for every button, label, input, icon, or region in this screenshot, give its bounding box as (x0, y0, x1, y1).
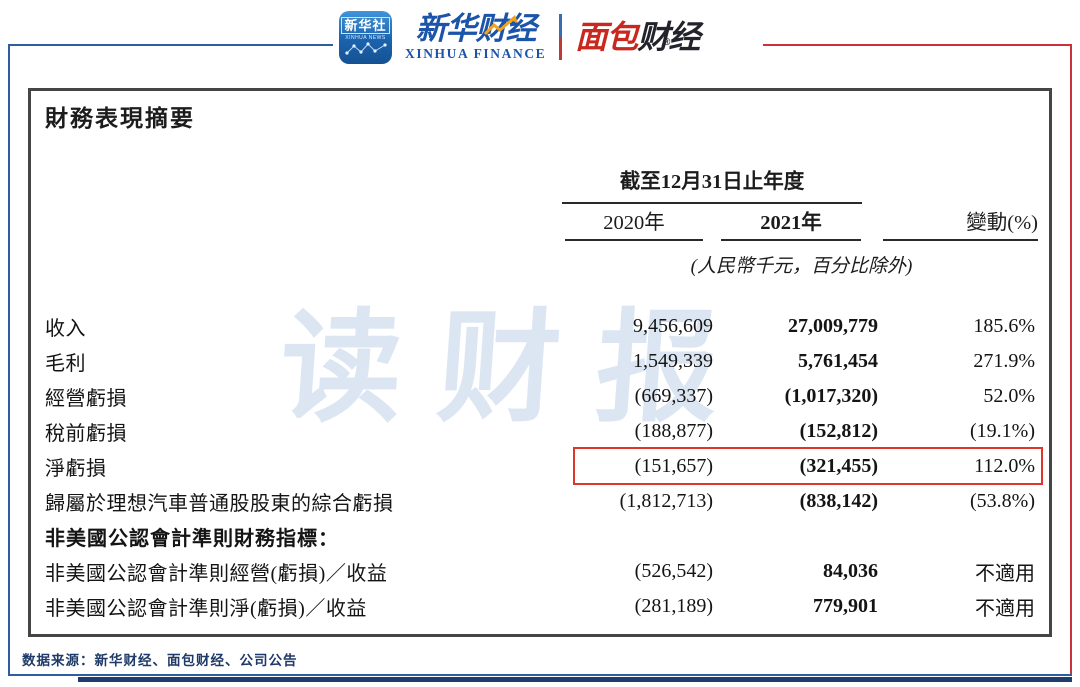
table-row: 稅前虧損 (188,877) (152,812) (19.1%) (45, 414, 1035, 449)
value-change: 112.0% (974, 455, 1035, 477)
panel-title: 財務表現摘要 (45, 105, 195, 131)
table-row: 收入 9,456,609 27,009,779 185.6% (45, 309, 1035, 344)
logo-separator (559, 14, 563, 60)
column-header-2020: 2020年 (565, 209, 703, 241)
row-label: 稅前虧損 (45, 423, 127, 445)
value-2021: (321,455) (799, 455, 878, 477)
value-2020: (526,542) (634, 560, 713, 582)
row-label: 收入 (45, 318, 86, 340)
registered-mark-icon: ® (662, 37, 670, 48)
value-change: (53.8%) (970, 490, 1035, 512)
value-2021: (152,812) (799, 420, 878, 442)
table-row: 毛利 1,549,339 5,761,454 271.9% (45, 344, 1035, 379)
column-header-2021: 2021年 (721, 209, 861, 241)
xinhua-news-app-sublabel: XINHUA NEWS (345, 35, 386, 41)
net-loss-highlight-box (573, 447, 1043, 485)
table-row: 經營虧損 (669,337) (1,017,320) 52.0% (45, 379, 1035, 414)
mianbao-logo-dark-part: 财经 (637, 19, 700, 55)
table-row: 非美國公認會計準則經營(虧損)／收益 (526,542) 84,036 不適用 (45, 554, 1035, 589)
column-header-change: 變動(%) (883, 209, 1038, 241)
table-rows: 收入 9,456,609 27,009,779 185.6% 毛利 1,549,… (45, 309, 1035, 624)
frame-left-line (8, 44, 10, 676)
value-2020: (1,812,713) (619, 490, 713, 512)
value-change: 271.9% (973, 350, 1035, 372)
mianbao-finance-logo: 面包财经 ® (575, 7, 700, 67)
value-change: 不適用 (975, 563, 1035, 585)
value-2021: 84,036 (823, 560, 878, 582)
row-label: 經營虧損 (45, 388, 127, 410)
xinhua-finance-en: XINHUA FINANCE (405, 45, 547, 61)
header-logo-strip: 新华社 XINHUA NEWS 新华财经 XINHUA FINANCE 面包财经… (333, 2, 763, 72)
unit-note: (人民幣千元，百分比除外) (690, 256, 913, 277)
data-source-note: 数据来源：新华财经、面包财经、公司公告 (22, 653, 298, 668)
xinhua-finance-logo: 新华财经 XINHUA FINANCE (405, 10, 547, 62)
mianbao-logo-red-part: 面包 (575, 19, 638, 55)
table-section-row: 非美國公認會計準則財務指標： (45, 519, 1035, 554)
table-row: 非美國公認會計準則淨(虧損)／收益 (281,189) 779,901 不適用 (45, 589, 1035, 624)
value-2020: (669,337) (634, 385, 713, 407)
row-label: 非美國公認會計準則經營(虧損)／收益 (45, 563, 388, 585)
value-2020: (281,189) (634, 595, 713, 617)
row-label: 淨虧損 (45, 458, 107, 480)
value-2021: 779,901 (813, 595, 878, 617)
value-change: 52.0% (983, 385, 1035, 407)
value-change: (19.1%) (970, 420, 1035, 442)
row-label: 非美國公認會計準則淨(虧損)／收益 (45, 598, 367, 620)
section-label: 非美國公認會計準則財務指標： (45, 528, 339, 550)
value-change: 不適用 (975, 598, 1035, 620)
value-change: 185.6% (973, 315, 1035, 337)
financial-table-panel: 读财报 財務表現摘要 截至12月31日止年度 2020年 2021年 變動(%)… (28, 88, 1052, 637)
xinhua-news-app-label: 新华社 (341, 17, 390, 34)
value-2021: 27,009,779 (788, 315, 878, 337)
table-row: 歸屬於理想汽車普通股股東的綜合虧損 (1,812,713) (838,142) … (45, 484, 1035, 519)
frame-right-line (1070, 44, 1072, 676)
orange-trend-icon (484, 14, 519, 35)
value-2021: (1,017,320) (784, 385, 878, 407)
row-label: 歸屬於理想汽車普通股股東的綜合虧損 (45, 493, 394, 515)
value-2020: 1,549,339 (633, 350, 713, 372)
period-header: 截至12月31日止年度 (562, 169, 862, 204)
frame-bottom-shadow (78, 677, 1072, 682)
value-2021: (838,142) (799, 490, 878, 512)
row-label: 毛利 (45, 353, 86, 375)
table-row-net-loss: 淨虧損 (151,657) (321,455) 112.0% (45, 449, 1035, 484)
xinhua-news-app-icon: 新华社 XINHUA NEWS (339, 10, 392, 64)
network-pattern-icon (344, 42, 387, 55)
xinhua-finance-cn: 新华财经 (415, 10, 537, 46)
value-2021: 5,761,454 (798, 350, 878, 372)
value-2020: (188,877) (634, 420, 713, 442)
frame-bottom-line (8, 674, 1072, 676)
value-2020: (151,657) (634, 455, 713, 477)
value-2020: 9,456,609 (633, 315, 713, 337)
